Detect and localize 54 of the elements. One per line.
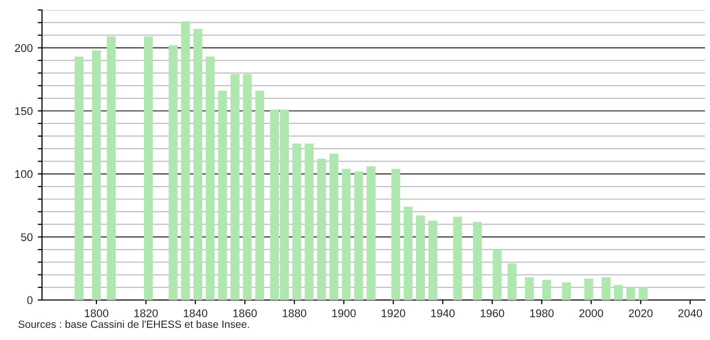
x-tick-label: 1880	[282, 309, 306, 318]
bar	[626, 287, 636, 300]
bar	[404, 206, 413, 300]
bar	[366, 166, 376, 300]
y-tick-label: 150	[15, 107, 33, 116]
bar	[106, 36, 116, 300]
x-tick-label: 2020	[628, 309, 653, 318]
bar	[329, 154, 338, 300]
x-tick-label: 1860	[233, 309, 257, 318]
bar	[292, 144, 302, 300]
bar	[638, 287, 648, 300]
bar	[508, 263, 516, 300]
x-tick-label: 1920	[382, 309, 406, 318]
bar	[584, 278, 594, 300]
bar	[453, 216, 462, 300]
bar	[542, 280, 552, 300]
x-tick-label: 1960	[480, 309, 504, 318]
bar	[342, 168, 351, 300]
bar	[472, 222, 482, 300]
bar	[614, 284, 623, 300]
bar	[416, 216, 425, 300]
x-tick-label: 1940	[431, 309, 455, 318]
bar	[354, 171, 364, 300]
bar	[428, 220, 438, 300]
bar	[92, 50, 101, 300]
bar	[562, 282, 571, 300]
x-tick-label: 2040	[678, 309, 702, 318]
y-tick-label: 0	[27, 296, 33, 304]
x-tick-label: 1840	[184, 309, 208, 318]
y-tick-label: 200	[14, 44, 33, 52]
bar	[144, 36, 153, 300]
bar	[391, 168, 400, 300]
bar	[492, 250, 502, 300]
y-tick-label: 50	[21, 233, 33, 242]
x-tick-label: 1980	[530, 309, 554, 318]
x-tick-label: 1800	[84, 309, 108, 318]
bar	[602, 277, 610, 300]
bar	[242, 74, 252, 300]
y-tick-label: 100	[15, 170, 33, 178]
bar	[304, 144, 314, 300]
source-note: Sources : base Cassini de l'EHESS et base Insee.	[18, 320, 249, 328]
x-tick-label: 2000	[579, 309, 604, 318]
bar	[74, 56, 84, 300]
bar	[255, 90, 264, 300]
bar	[230, 74, 240, 300]
x-tick-label: 1820	[134, 309, 158, 318]
bar	[317, 158, 326, 300]
bar	[524, 277, 534, 300]
bar	[193, 28, 202, 300]
bar	[168, 45, 178, 300]
bar	[206, 56, 215, 300]
x-tick-label: 1900	[332, 309, 356, 318]
bar	[181, 21, 190, 300]
bar	[218, 90, 228, 300]
